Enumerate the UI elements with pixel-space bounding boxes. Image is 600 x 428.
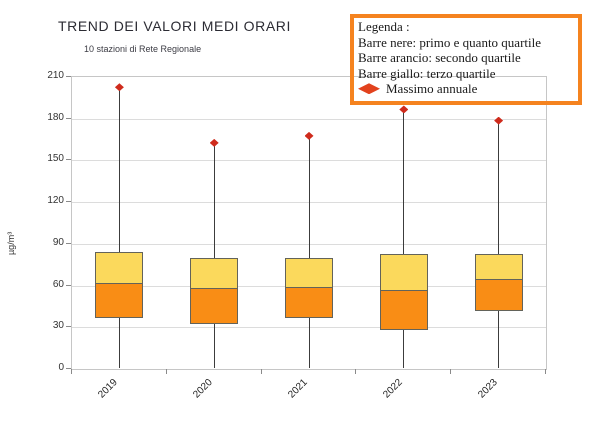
y-tick-label-30: 30: [52, 320, 64, 332]
max-marker-2019: [114, 83, 124, 92]
legend-entry-orange-bars: Barre arancio: secondo quartile: [358, 50, 521, 65]
x-label-2019: 2019: [96, 377, 121, 401]
legend-entry-black-bars: Barre nere: primo e quanto quartile: [358, 34, 542, 50]
y-tick-180: [66, 117, 71, 119]
x-tick-4: [450, 369, 452, 374]
max-marker-2022: [399, 105, 409, 114]
y-tick-90: [66, 242, 71, 244]
y-tick-0: [66, 368, 71, 369]
y-tick-label-180: 180: [47, 111, 64, 123]
max-marker-2023: [494, 116, 504, 125]
legend-max-label: Massimo annuale: [386, 81, 478, 96]
y-tick-label-90: 90: [52, 236, 64, 248]
x-tick-1: [165, 369, 167, 374]
box-2022: [379, 253, 428, 331]
y-tick-label-120: 120: [47, 195, 64, 207]
y-tick-150: [66, 159, 71, 161]
x-tick-5: [545, 369, 546, 374]
y-tick-label-210: 210: [47, 70, 64, 81]
max-marker-2021: [304, 131, 314, 140]
legend-entry-yellow-bars: Barre giallo: terzo quartile: [358, 65, 496, 81]
x-label-2023: 2023: [475, 377, 500, 401]
y-tick-30: [66, 326, 71, 328]
box-2021-third-quartile: [286, 258, 332, 288]
y-tick-60: [66, 284, 71, 286]
max-marker-2020: [209, 138, 219, 147]
gridline-180: [72, 118, 546, 120]
box-2019-third-quartile: [96, 253, 143, 284]
whisker-2020: [213, 142, 215, 368]
whisker-2022: [403, 108, 405, 368]
x-label-2022: 2022: [381, 377, 405, 401]
box-2019: [95, 252, 144, 318]
chart-title: TREND DEI VALORI MEDI ORARI: [58, 18, 291, 34]
y-tick-label-150: 150: [47, 153, 64, 165]
box-2023-second-quartile: [475, 279, 522, 310]
x-label-2021: 2021: [286, 377, 310, 401]
x-tick-0: [71, 369, 72, 374]
y-tick-210: [66, 76, 71, 77]
box-2020-second-quartile: [191, 289, 238, 324]
whisker-2023: [498, 120, 500, 368]
x-label-2020: 2020: [191, 377, 215, 401]
legend-title: Legenda :: [358, 19, 410, 34]
chart-subtitle: 10 stazioni di Rete Regionale: [84, 44, 202, 54]
box-2022-third-quartile: [380, 254, 427, 291]
y-tick-120: [66, 201, 71, 203]
whisker-2021: [308, 135, 310, 368]
legend-entry-max: Massimo annuale: [358, 81, 578, 97]
plot-area: [71, 76, 547, 370]
box-2023-third-quartile: [475, 254, 522, 280]
y-axis-title: µg/m³: [6, 231, 16, 255]
whisker-2019: [118, 86, 120, 368]
box-2020-third-quartile: [191, 258, 238, 290]
y-tick-label-0: 0: [58, 362, 64, 373]
legend-box: Legenda : Barre nere: primo e quanto qua…: [350, 14, 582, 105]
box-2020: [190, 257, 239, 325]
box-2021: [285, 257, 333, 318]
box-2019-second-quartile: [96, 283, 143, 317]
x-tick-3: [355, 369, 357, 374]
y-tick-label-60: 60: [52, 278, 64, 290]
box-2022-second-quartile: [380, 290, 427, 330]
diamond-icon: [358, 83, 380, 95]
box-2023: [474, 253, 523, 311]
x-tick-2: [260, 369, 262, 374]
box-2021-second-quartile: [286, 287, 332, 317]
